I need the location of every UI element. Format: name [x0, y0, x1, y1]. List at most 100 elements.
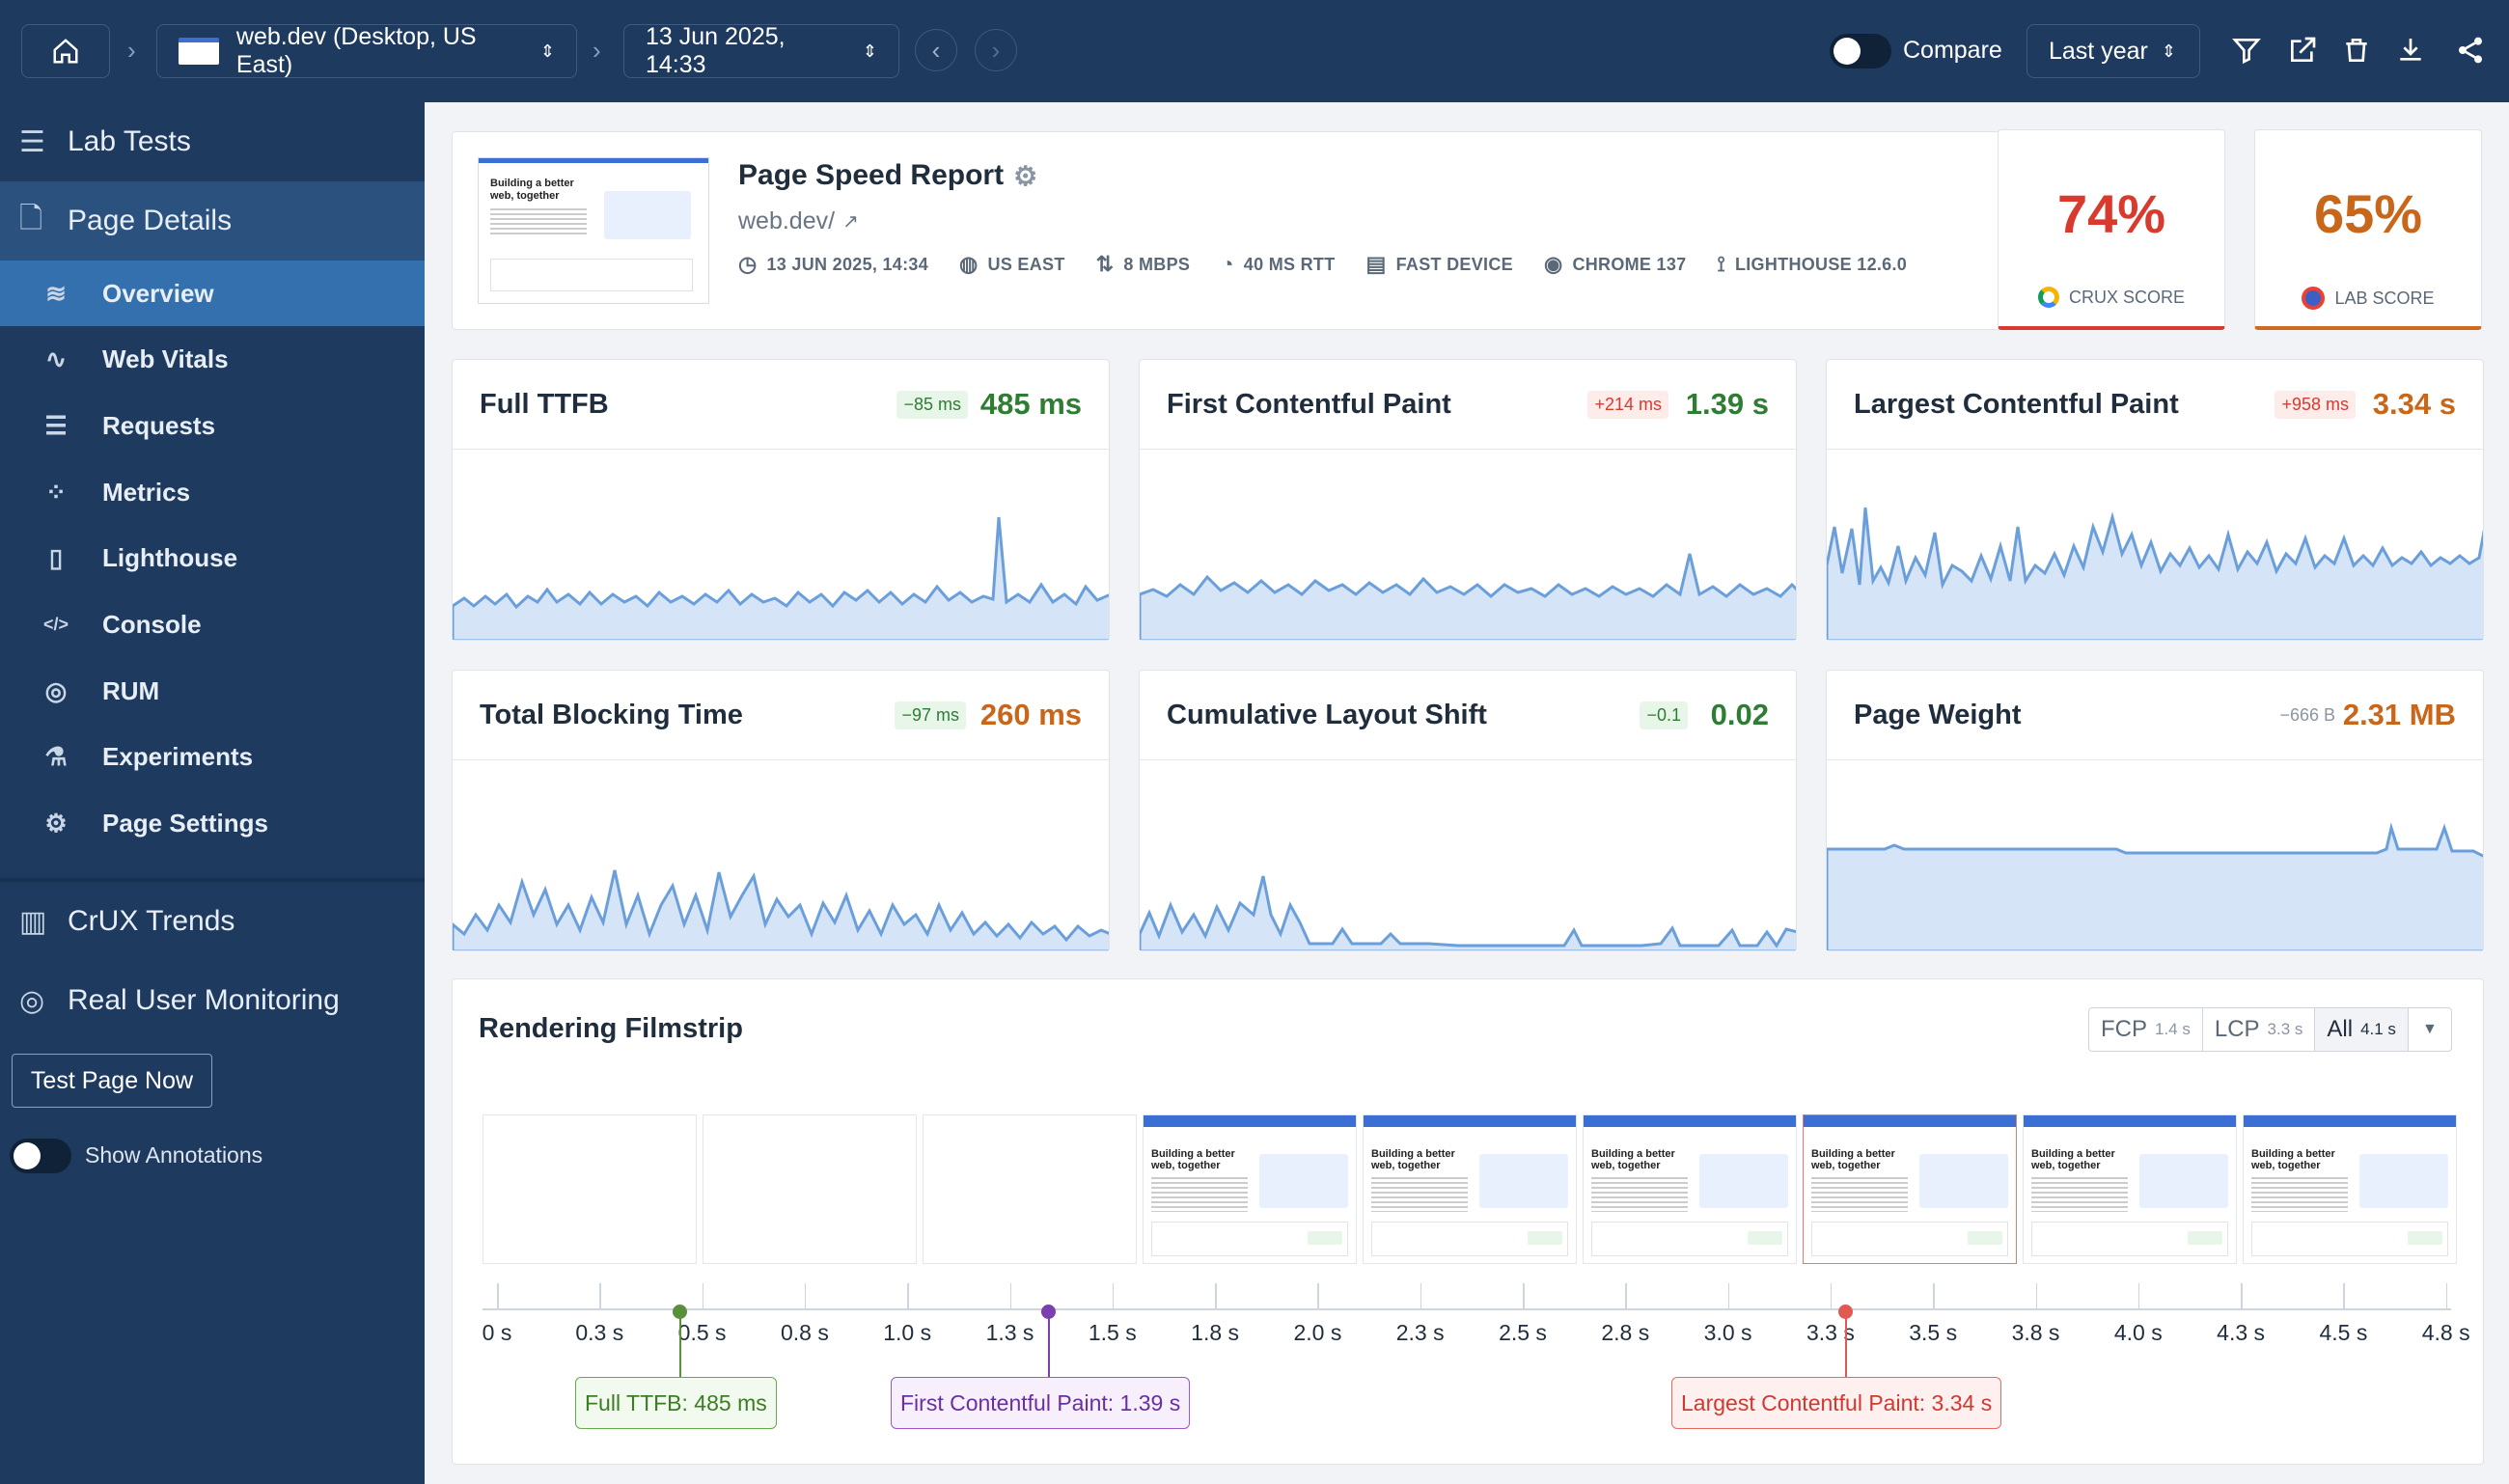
filmstrip-frame[interactable]: Building a better web, together — [1363, 1114, 1577, 1264]
timeline-tick-label: 0 s — [482, 1320, 512, 1345]
meta-date: ◷ 13 JUN 2025, 14:34 — [738, 252, 929, 276]
sidebar-item-label: Web Vitals — [102, 344, 229, 373]
lab-score-label: LAB SCORE — [2334, 288, 2435, 308]
metric-card-lcp[interactable]: Largest Contentful Paint +958 ms 3.34 s — [1826, 359, 2484, 641]
sidebar-item-lighthouse[interactable]: ▯ Lighthouse — [0, 525, 425, 591]
date-selector[interactable]: 13 Jun 2025, 14:33 ⇕ — [623, 23, 899, 78]
test-page-now-button[interactable]: Test Page Now — [12, 1054, 212, 1108]
caret-down-icon: ▼ — [2422, 1021, 2438, 1037]
sidebar: ☰ Lab Tests 🗋 Page Details ≋ Overview ∿ … — [0, 102, 425, 1484]
metric-title: Largest Contentful Paint — [1854, 389, 2179, 420]
option-fcp[interactable]: FCP 1.4 s — [2089, 1008, 2203, 1051]
filmstrip-frame[interactable]: Building a better web, together — [1143, 1114, 1357, 1264]
sidebar-item-experiments[interactable]: ⚗ Experiments — [0, 724, 425, 789]
sidebar-item-rum[interactable]: ◎ Real User Monitoring — [0, 961, 425, 1040]
timeline-tick — [1009, 1283, 1011, 1310]
metric-title: First Contentful Paint — [1167, 389, 1451, 420]
page-url-link[interactable]: web.dev/ ↗ — [738, 207, 859, 235]
gauge-icon: ◔ — [1221, 252, 1234, 276]
filmstrip-frame-lcp[interactable]: Building a better web, together — [1803, 1114, 2017, 1264]
prev-test-button[interactable]: ‹ — [915, 29, 957, 71]
metric-value: 260 ms — [979, 698, 1082, 731]
sidebar-item-requests[interactable]: ☰ Requests — [0, 393, 425, 458]
sidebar-item-crux-trends[interactable]: ▥ CrUX Trends — [0, 882, 425, 961]
lighthouse-icon: ▯ — [48, 542, 64, 572]
timeline-tick — [1420, 1283, 1422, 1310]
timeline-tick-label: 4.5 s — [2319, 1320, 2368, 1345]
sidebar-item-console[interactable]: </> Console — [0, 591, 425, 657]
compare-toggle[interactable] — [1830, 34, 1891, 69]
filmstrip-frame[interactable]: Building a better web, together — [1583, 1114, 1797, 1264]
filmstrip-frame[interactable] — [923, 1114, 1137, 1264]
updown-icon: ⇕ — [2161, 41, 2176, 61]
filmstrip-frame[interactable] — [703, 1114, 917, 1264]
page-url: web.dev/ — [738, 207, 836, 234]
sidebar-item-page-settings[interactable]: ⚙ Page Settings — [0, 790, 425, 856]
lcp-marker-dot — [1838, 1305, 1853, 1319]
sidebar-item-label: Metrics — [102, 477, 191, 507]
metric-value: 485 ms — [979, 387, 1082, 421]
options-dropdown[interactable]: ▼ — [2409, 1008, 2451, 1051]
timeline-tick — [2137, 1283, 2140, 1310]
download-icon[interactable] — [2395, 35, 2426, 66]
ttfb-marker-label: Full TTFB: 485 ms — [575, 1377, 777, 1429]
external-link-icon[interactable] — [2287, 35, 2318, 66]
crux-score-card[interactable]: 74% CRUX SCORE — [1998, 129, 2225, 330]
meta-device: ▤ FAST DEVICE — [1365, 252, 1513, 276]
sidebar-item-web-vitals[interactable]: ∿ Web Vitals — [0, 326, 425, 392]
sparkline — [453, 869, 1109, 950]
next-test-button[interactable]: › — [975, 29, 1017, 71]
timeline-tick — [2035, 1283, 2037, 1310]
timeline-axis — [482, 1308, 2451, 1310]
sidebar-item-metrics[interactable]: ⁘ Metrics — [0, 459, 425, 525]
gear-icon[interactable]: ⚙ — [1013, 160, 1038, 191]
share-icon[interactable] — [2455, 35, 2486, 66]
lcp-marker-label: Largest Contentful Paint: 3.34 s — [1671, 1377, 2002, 1429]
filter-icon[interactable] — [2231, 35, 2262, 66]
site-thumb-icon — [179, 38, 219, 65]
chevron-right-icon: › — [127, 36, 136, 65]
home-button[interactable] — [21, 24, 110, 78]
metric-card-ttfb[interactable]: Full TTFB −85 ms 485 ms — [452, 359, 1110, 641]
metric-card-cls[interactable]: Cumulative Layout Shift −0.1 0.02 — [1139, 670, 1797, 951]
filmstrip-frame[interactable]: Building a better web, together — [2243, 1114, 2457, 1264]
range-selector[interactable]: Last year ⇕ — [2026, 24, 2200, 78]
rum-icon: ◎ — [44, 675, 68, 705]
meta-rtt: ◔ 40 MS RTT — [1221, 252, 1336, 276]
metric-card-tbt[interactable]: Total Blocking Time −97 ms 260 ms — [452, 670, 1110, 951]
sidebar-item-page-details[interactable]: 🗋 Page Details — [0, 181, 425, 261]
sidebar-item-rum[interactable]: ◎ RUM — [0, 658, 425, 724]
annotations-toggle[interactable] — [10, 1139, 71, 1173]
filmstrip-frame[interactable]: Building a better web, together — [2023, 1114, 2237, 1264]
metric-card-fcp[interactable]: First Contentful Paint +214 ms 1.39 s — [1139, 359, 1797, 641]
timeline-tick-label: 4.3 s — [2217, 1320, 2266, 1345]
top-bar: › web.dev (Desktop, US East) ⇕ › 13 Jun … — [0, 0, 2509, 102]
timeline-tick-label: 0.8 s — [780, 1320, 829, 1345]
metric-delta: −85 ms — [896, 391, 968, 419]
option-lcp[interactable]: LCP 3.3 s — [2203, 1008, 2316, 1051]
timeline-tick — [1112, 1283, 1115, 1310]
metric-card-page-weight[interactable]: Page Weight −666 B 2.31 MB — [1826, 670, 2484, 951]
trash-icon[interactable] — [2341, 35, 2372, 66]
timeline-tick-label: 2.0 s — [1293, 1320, 1342, 1345]
sparkline — [1827, 822, 2483, 950]
sidebar-item-label: Page Settings — [102, 808, 268, 838]
page-title: Page Speed Report ⚙ — [738, 159, 1037, 192]
list-icon: ☰ — [44, 410, 68, 440]
filmstrip-frame[interactable] — [482, 1114, 697, 1264]
sidebar-item-overview[interactable]: ≋ Overview — [0, 261, 425, 326]
page-thumbnail[interactable]: Building a better web, together — [478, 157, 709, 304]
timeline-tick-label: 3.0 s — [1703, 1320, 1752, 1345]
fcp-marker-line — [1048, 1312, 1050, 1378]
timeline-tick — [2343, 1283, 2345, 1310]
lab-score-card[interactable]: 65% LAB SCORE — [2254, 129, 2482, 330]
bandwidth-icon: ⇅ — [1095, 252, 1115, 276]
timeline-tick-label: 0.3 s — [575, 1320, 624, 1345]
frame-title: Building a better web, together — [2251, 1148, 2335, 1171]
timeline-tick — [497, 1283, 499, 1310]
site-selector[interactable]: web.dev (Desktop, US East) ⇕ — [156, 23, 577, 78]
sidebar-item-lab-tests[interactable]: ☰ Lab Tests — [0, 102, 425, 181]
device-icon: ▤ — [1365, 252, 1387, 276]
option-all[interactable]: All 4.1 s — [2315, 1008, 2409, 1051]
sparkline — [453, 516, 1109, 640]
